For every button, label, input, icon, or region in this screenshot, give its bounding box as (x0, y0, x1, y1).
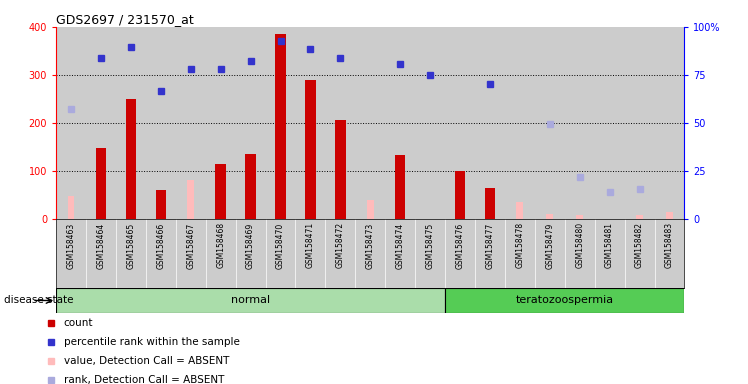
Bar (67, 196, 74, 219)
Bar (565, 27, 595, 219)
Text: GSM158474: GSM158474 (396, 222, 405, 268)
Bar (295, 27, 325, 219)
Bar (666, 212, 672, 219)
Text: GSM158469: GSM158469 (246, 222, 255, 268)
Bar (546, 214, 553, 219)
Text: GDS2697 / 231570_at: GDS2697 / 231570_at (56, 13, 194, 26)
Text: GSM158465: GSM158465 (126, 222, 135, 268)
Text: GSM158464: GSM158464 (96, 222, 105, 268)
Text: GSM158479: GSM158479 (545, 222, 554, 268)
Bar (236, 27, 266, 219)
Bar (355, 27, 385, 219)
Bar (367, 200, 373, 219)
Text: GSM158480: GSM158480 (575, 222, 584, 268)
Text: GSM158471: GSM158471 (306, 222, 315, 268)
Text: GSM158470: GSM158470 (276, 222, 285, 268)
Text: count: count (64, 318, 94, 328)
Bar (206, 27, 236, 219)
Bar (445, 288, 684, 313)
Text: GSM158467: GSM158467 (186, 222, 195, 268)
Text: GSM158468: GSM158468 (216, 222, 225, 268)
Text: percentile rank within the sample: percentile rank within the sample (64, 337, 239, 347)
Text: rank, Detection Call = ABSENT: rank, Detection Call = ABSENT (64, 375, 224, 384)
Bar (56, 288, 445, 313)
Bar (146, 27, 176, 219)
Bar (126, 99, 136, 219)
Bar (156, 190, 166, 219)
Bar (96, 148, 106, 219)
Bar (215, 164, 226, 219)
Text: GSM158483: GSM158483 (665, 222, 674, 268)
Bar (395, 155, 405, 219)
Bar (625, 27, 654, 219)
Text: GSM158473: GSM158473 (366, 222, 375, 268)
Bar (516, 202, 523, 219)
Bar (485, 188, 495, 219)
Bar (505, 27, 535, 219)
Bar (176, 27, 206, 219)
Bar (116, 27, 146, 219)
Bar (636, 215, 643, 219)
Text: normal: normal (231, 295, 270, 306)
Bar (266, 27, 295, 219)
Bar (535, 27, 565, 219)
Bar (576, 215, 583, 219)
Text: GSM158477: GSM158477 (485, 222, 494, 268)
Bar (245, 154, 256, 219)
Text: GSM158466: GSM158466 (156, 222, 165, 268)
Text: GSM158478: GSM158478 (515, 222, 524, 268)
Bar (455, 171, 465, 219)
Bar (187, 180, 194, 219)
Text: GSM158481: GSM158481 (605, 222, 614, 268)
Text: value, Detection Call = ABSENT: value, Detection Call = ABSENT (64, 356, 229, 366)
Bar (325, 27, 355, 219)
Bar (56, 27, 86, 219)
Text: teratozoospermia: teratozoospermia (515, 295, 614, 306)
Bar (385, 27, 415, 219)
Bar (445, 27, 475, 219)
Bar (654, 27, 684, 219)
Bar (415, 27, 445, 219)
Bar (595, 27, 625, 219)
Text: GSM158476: GSM158476 (456, 222, 465, 268)
Bar (456, 205, 463, 219)
Bar (305, 80, 316, 219)
Bar (275, 34, 286, 219)
Text: GSM158472: GSM158472 (336, 222, 345, 268)
Bar (475, 27, 505, 219)
Text: GSM158463: GSM158463 (67, 222, 76, 268)
Bar (335, 119, 346, 219)
Text: disease state: disease state (4, 295, 73, 306)
Text: GSM158475: GSM158475 (426, 222, 435, 268)
Text: GSM158482: GSM158482 (635, 222, 644, 268)
Bar (86, 27, 116, 219)
